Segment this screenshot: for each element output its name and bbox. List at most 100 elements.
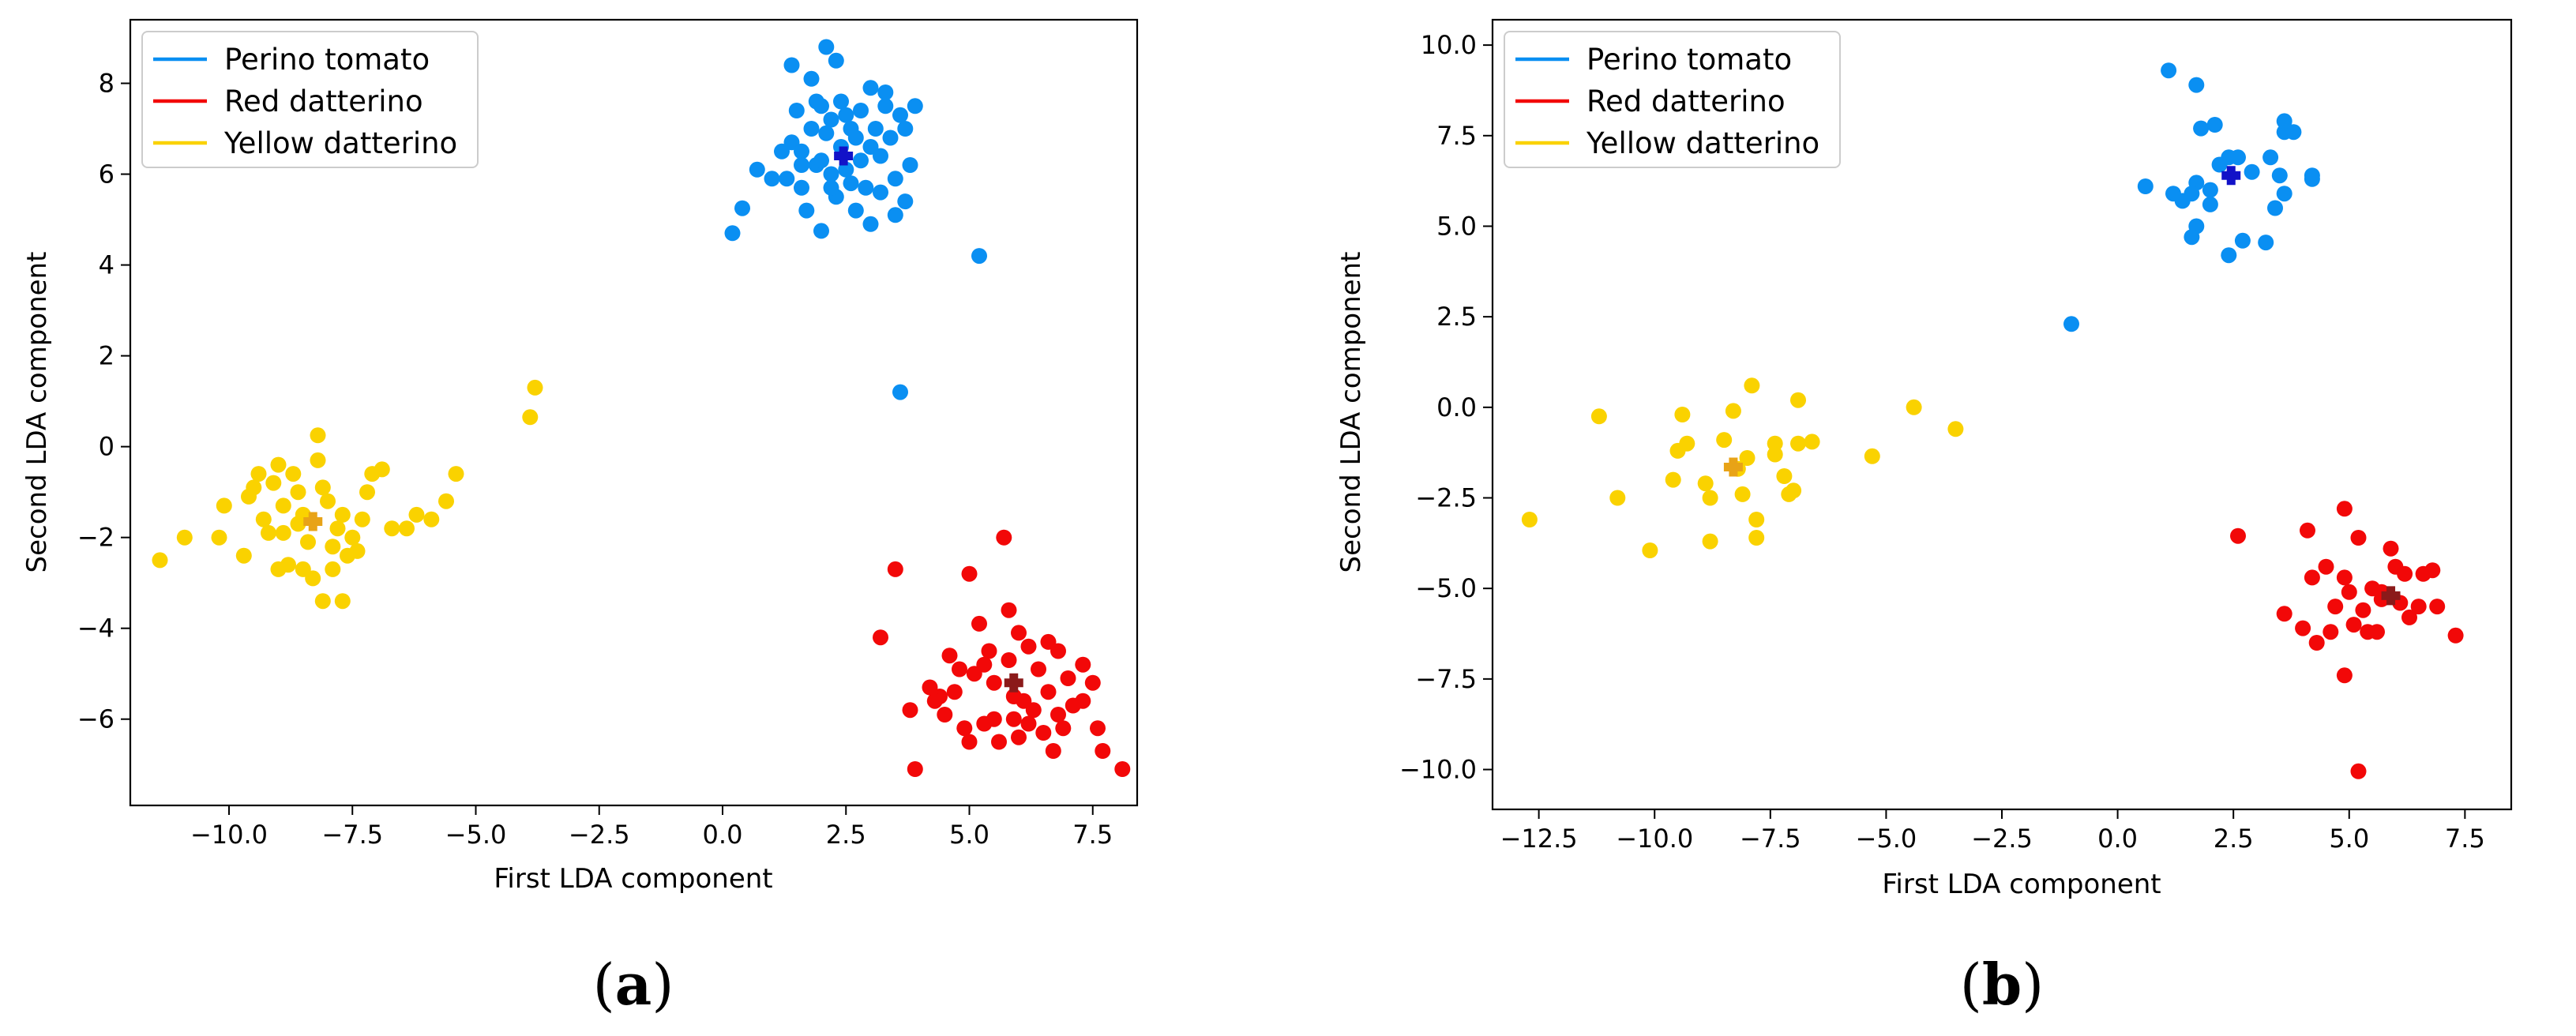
point-yellow-datterino-17 [1767, 446, 1783, 463]
point-red-datterino-17 [2369, 624, 2385, 640]
point-perino-tomato-39 [818, 125, 835, 141]
point-perino-tomato-34 [838, 161, 854, 178]
panel-label-a: (a) [593, 951, 674, 1018]
point-perino-tomato-33 [823, 166, 839, 182]
point-perino-tomato-23 [2304, 171, 2320, 187]
point-red-datterino-27 [2429, 599, 2446, 615]
point-red-datterino-16 [1005, 711, 1022, 727]
point-red-datterino-10 [981, 643, 997, 659]
point-red-datterino-8 [961, 565, 978, 582]
point-yellow-datterino-13 [285, 466, 302, 482]
x-tick-label: 7.5 [1072, 820, 1113, 850]
centroid-perino-tomato [2221, 166, 2241, 186]
point-red-datterino-4 [2308, 635, 2325, 651]
point-yellow-datterino-29 [359, 484, 375, 501]
point-yellow-datterino-27 [1697, 475, 1714, 492]
point-red-datterino-11 [2341, 584, 2357, 600]
x-tick-label: 5.0 [2329, 824, 2369, 854]
point-perino-tomato-15 [877, 84, 894, 100]
point-perino-tomato-35 [853, 152, 869, 169]
point-perino-tomato-3 [2206, 117, 2223, 133]
point-perino-tomato-52 [813, 152, 829, 169]
legend-box [141, 31, 479, 168]
point-red-datterino-3 [2304, 569, 2320, 586]
point-perino-tomato-28 [2165, 186, 2181, 202]
point-perino-tomato-42 [813, 98, 829, 114]
x-tick-label: 0.0 [2097, 824, 2138, 854]
point-yellow-datterino-7 [250, 466, 267, 482]
centroid-red-datterino [2381, 586, 2401, 606]
point-red-datterino-39 [986, 711, 1002, 727]
point-yellow-datterino-21 [1790, 435, 1806, 452]
centroid-red-datterino [1004, 673, 1023, 693]
panel-label-b: (b) [1960, 951, 2045, 1018]
point-perino-tomato-24 [2276, 113, 2292, 130]
point-red-datterino-18 [1025, 702, 1042, 719]
point-perino-tomato-8 [803, 70, 820, 87]
point-red-datterino-24 [1084, 674, 1101, 691]
point-yellow-datterino-46 [522, 409, 539, 426]
y-tick-label: 2 [99, 341, 115, 371]
svg-text:(a): (a) [593, 951, 674, 1018]
point-red-datterino-1 [2276, 606, 2292, 622]
point-yellow-datterino-37 [448, 466, 464, 482]
point-perino-tomato-26 [847, 202, 864, 219]
y-tick-label: 8 [99, 69, 115, 99]
point-yellow-datterino-4 [1665, 471, 1681, 488]
point-yellow-datterino-7 [1679, 435, 1695, 452]
point-yellow-datterino-29 [1786, 482, 1802, 499]
svg-text:(b): (b) [1960, 951, 2045, 1018]
point-perino-tomato-16 [892, 107, 908, 123]
point-perino-tomato-18 [2271, 167, 2288, 184]
x-tick-label: 2.5 [826, 820, 866, 850]
point-yellow-datterino-3 [216, 497, 232, 514]
point-perino-tomato-17 [2276, 186, 2292, 202]
point-perino-tomato-7 [783, 57, 800, 73]
point-perino-tomato-25 [862, 216, 879, 232]
point-yellow-datterino-41 [270, 561, 287, 577]
point-red-datterino-26 [2424, 562, 2441, 579]
point-red-datterino-43 [1075, 693, 1091, 709]
point-perino-tomato-3 [764, 171, 780, 187]
point-red-datterino-14 [2355, 602, 2371, 618]
x-tick-label: −2.5 [569, 820, 630, 850]
point-red-datterino-48 [976, 656, 993, 673]
point-yellow-datterino-20 [320, 493, 336, 509]
point-perino-tomato-2 [2193, 120, 2210, 137]
centroid-yellow-datterino [303, 512, 323, 531]
point-perino-tomato-2 [749, 161, 765, 178]
point-yellow-datterino-36 [438, 493, 454, 509]
point-perino-tomato-37 [847, 130, 864, 146]
legend-label: Red datterino [1587, 84, 1786, 118]
x-tick-label: 7.5 [2445, 824, 2485, 854]
legend-label: Perino tomato [224, 43, 430, 77]
point-red-datterino-36 [926, 693, 943, 709]
point-perino-tomato-29 [2063, 316, 2079, 332]
point-red-datterino-45 [1005, 689, 1022, 704]
point-perino-tomato-53 [838, 107, 854, 123]
point-red-datterino-30 [2350, 763, 2367, 779]
point-yellow-datterino-12 [1734, 486, 1751, 502]
point-perino-tomato-54 [971, 248, 987, 265]
point-yellow-datterino-45 [325, 561, 341, 577]
ticks-a: −10.0 −7.5 −5.0 −2.5 0.0 2.5 5.0 7.5 −6 −4 −2 0 2 4 6 8 [77, 69, 1113, 850]
point-yellow-datterino-18 [1767, 435, 1783, 452]
point-yellow-datterino-6 [246, 479, 262, 496]
point-perino-tomato-17 [907, 98, 923, 114]
point-perino-tomato-18 [897, 121, 914, 137]
point-yellow-datterino-11 [1725, 403, 1741, 419]
point-perino-tomato-10 [828, 52, 844, 69]
point-yellow-datterino-21 [310, 427, 326, 444]
point-red-datterino-21 [1055, 720, 1072, 737]
y-tick-label: 0 [99, 432, 115, 462]
point-yellow-datterino-26 [1947, 421, 1964, 437]
point-perino-tomato-14 [862, 80, 879, 96]
point-red-datterino-42 [1060, 670, 1076, 686]
point-yellow-datterino-15 [1748, 512, 1765, 527]
point-yellow-datterino-19 [314, 479, 331, 496]
point-red-datterino-0 [2230, 527, 2246, 544]
point-yellow-datterino-2 [1609, 490, 1626, 506]
point-perino-tomato-48 [843, 175, 859, 192]
point-perino-tomato-1 [2188, 77, 2205, 93]
point-perino-tomato-30 [794, 179, 809, 196]
